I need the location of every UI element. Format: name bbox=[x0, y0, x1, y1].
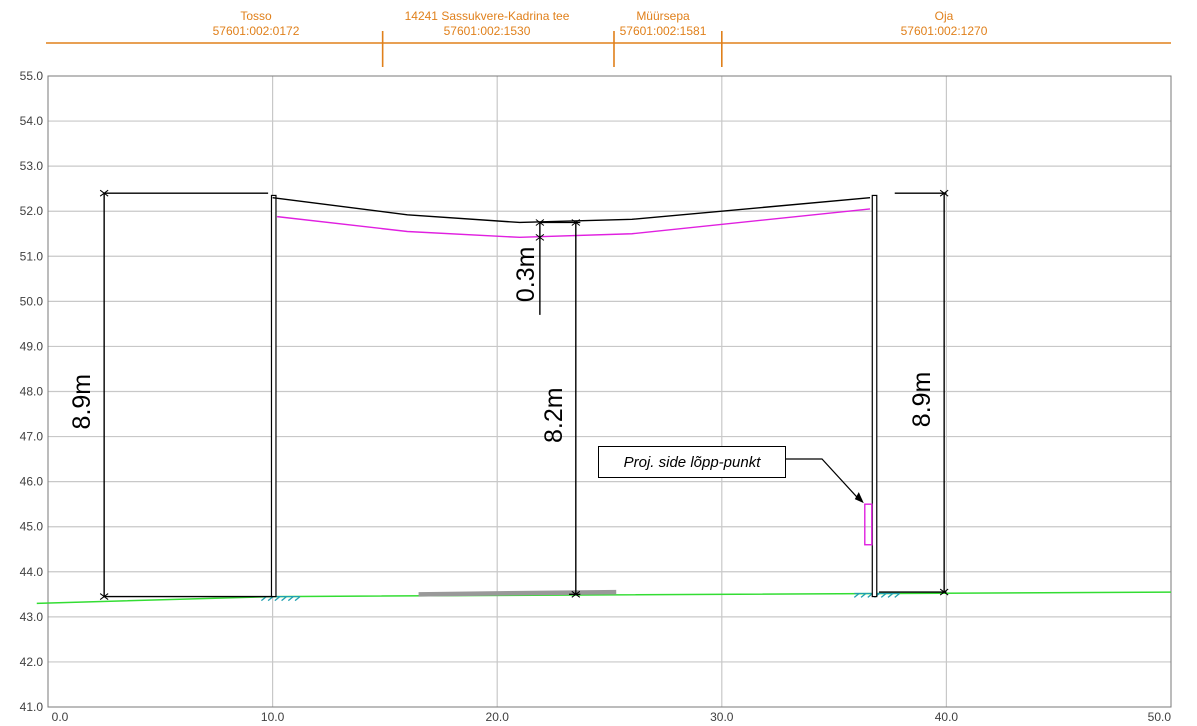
y-tick-label: 41.0 bbox=[20, 700, 44, 714]
y-tick-label: 52.0 bbox=[20, 204, 44, 218]
callout-leader bbox=[786, 458, 873, 546]
dimension-label: 8.9m bbox=[68, 374, 96, 430]
parcel-name: Tosso bbox=[240, 9, 272, 23]
x-tick-label: 20.0 bbox=[486, 710, 510, 724]
x-tick-label: 10.0 bbox=[261, 710, 285, 724]
y-tick-label: 54.0 bbox=[20, 114, 44, 128]
parcel-id: 57601:002:1270 bbox=[901, 24, 988, 38]
hatch-stroke bbox=[860, 592, 867, 598]
parcel-name: Oja bbox=[935, 9, 954, 23]
y-tick-label: 45.0 bbox=[20, 520, 44, 534]
callout-box: Proj. side lõpp-punkt bbox=[598, 446, 786, 478]
y-tick-label: 50.0 bbox=[20, 294, 44, 308]
pole bbox=[270, 194, 277, 598]
hatch-stroke bbox=[287, 596, 294, 602]
y-tick-label: 48.0 bbox=[20, 385, 44, 399]
road-segment bbox=[418, 589, 617, 597]
hatch-stroke bbox=[887, 592, 894, 598]
hatch-stroke bbox=[260, 596, 267, 602]
parcel-name: Müürsepa bbox=[636, 9, 690, 23]
grid bbox=[48, 76, 1171, 707]
dimension-lines: 8.9m 8.2m 0.3m 8.9m bbox=[68, 189, 949, 600]
dimension-label: 8.9m bbox=[908, 372, 936, 428]
parcel-name: 14241 Sassukvere-Kadrina tee bbox=[405, 9, 570, 23]
dimension-label: 8.2m bbox=[540, 387, 568, 443]
y-tick-label: 42.0 bbox=[20, 655, 44, 669]
parcel-id: 57601:002:1530 bbox=[444, 24, 531, 38]
plot-frame bbox=[47, 75, 1172, 708]
y-tick-label: 55.0 bbox=[20, 69, 44, 83]
callout-arrowhead bbox=[854, 492, 864, 504]
dimension-tick bbox=[939, 189, 949, 197]
y-tick-label: 43.0 bbox=[20, 610, 44, 624]
line-profiles bbox=[272, 196, 871, 239]
dimension-tick bbox=[939, 588, 949, 596]
endpoint-marker bbox=[864, 503, 873, 546]
hatch-stroke bbox=[853, 592, 860, 598]
parcel-id: 57601:002:0172 bbox=[213, 24, 300, 38]
y-tick-label: 53.0 bbox=[20, 159, 44, 173]
hatch-stroke bbox=[281, 596, 287, 602]
dimension-tick bbox=[535, 219, 545, 226]
y-tick-label: 51.0 bbox=[20, 249, 44, 263]
dimension-tick bbox=[571, 590, 581, 598]
hatch-stroke bbox=[894, 592, 901, 598]
dimension-tick bbox=[535, 233, 545, 241]
callout-leader-line bbox=[786, 458, 861, 501]
dimension-label: 0.3m bbox=[512, 247, 540, 303]
x-tick-labels: 0.0 10.0 20.0 30.0 40.0 50.0 bbox=[52, 710, 1172, 724]
projected-line bbox=[277, 208, 871, 239]
y-tick-labels: 41.0 42.0 43.0 44.0 45.0 46.0 47.0 48.0 49.0 50.0… bbox=[20, 69, 44, 714]
x-tick-label: 0.0 bbox=[52, 710, 69, 724]
dimension-tick bbox=[99, 189, 109, 197]
y-tick-label: 44.0 bbox=[20, 565, 44, 579]
x-tick-label: 50.0 bbox=[1148, 710, 1172, 724]
x-tick-label: 30.0 bbox=[710, 710, 734, 724]
y-tick-label: 49.0 bbox=[20, 339, 44, 353]
ground-features bbox=[36, 589, 1172, 605]
hatch-stroke bbox=[267, 596, 274, 602]
pole bbox=[871, 194, 878, 598]
dimension-tick bbox=[571, 219, 581, 226]
plot-border bbox=[47, 75, 1172, 708]
hatch-stroke bbox=[294, 596, 301, 602]
hatch-stroke bbox=[880, 592, 887, 598]
pole-structures bbox=[270, 194, 878, 598]
dimension-tick bbox=[99, 593, 109, 600]
y-tick-label: 46.0 bbox=[20, 475, 44, 489]
hatch-stroke bbox=[274, 596, 281, 602]
callout-label: Proj. side lõpp-punkt bbox=[623, 453, 761, 471]
y-tick-label: 47.0 bbox=[20, 430, 44, 444]
x-tick-label: 40.0 bbox=[935, 710, 959, 724]
conductor-line bbox=[272, 196, 871, 224]
parcel-id: 57601:002:1581 bbox=[620, 24, 707, 38]
